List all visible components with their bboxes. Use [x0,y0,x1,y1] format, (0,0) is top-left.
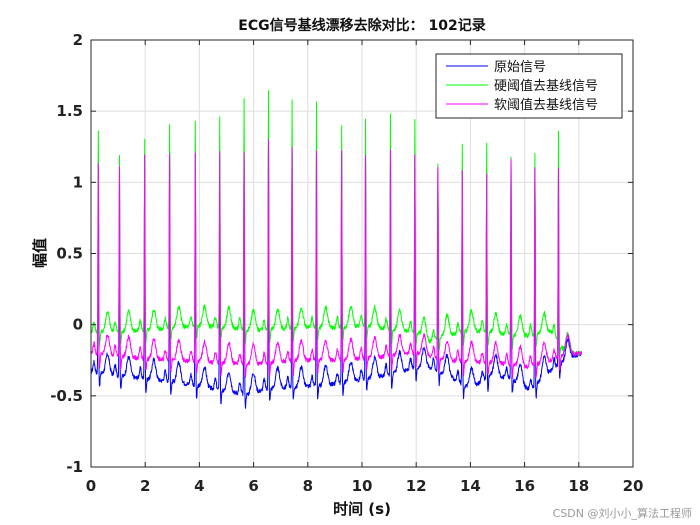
x-tick-label: 16 [514,477,535,495]
x-tick-label: 18 [568,477,589,495]
axis-ticks [90,39,634,468]
x-tick-label: 12 [406,477,427,495]
legend-label-soft: 软阈值去基线信号 [494,97,598,113]
y-tick-label: 1 [73,173,83,191]
chart-title: ECG信号基线漂移去除对比： 102记录 [238,17,485,34]
x-axis-label: 时间 (s) [333,500,391,518]
x-tick-label: 10 [352,477,373,495]
watermark-text: CSDN @刘小小_算法工程师 [552,507,692,520]
legend-label-hard: 硬阈值去基线信号 [494,78,598,94]
y-tick-label: 1.5 [56,102,83,120]
x-tick-label: 8 [303,477,313,495]
tick-labels: 0 2 4 6 8 10 12 14 16 18 20 -1 -0.5 0 0.5 1 1.5 2 [50,31,643,495]
x-tick-label: 20 [623,477,644,495]
x-tick-label: 6 [248,477,258,495]
x-tick-label: 4 [194,477,204,495]
series-line-original [90,142,582,409]
y-tick-label: 0 [73,316,83,334]
legend-label-original: 原始信号 [494,60,546,75]
x-tick-label: 2 [140,477,150,495]
y-tick-label: -1 [66,458,83,476]
legend-box [435,53,623,119]
y-tick-label: 0.5 [56,245,83,263]
y-axis-label: 幅值 [31,238,49,268]
x-tick-label: 14 [460,477,481,495]
series-line-soft-threshold [90,138,582,380]
y-tick-label: -0.5 [50,387,83,405]
series-line-hard-threshold [90,90,582,357]
legend: 原始信号 硬阈值去基线信号 软阈值去基线信号 [435,53,623,119]
x-tick-label: 0 [86,477,96,495]
y-tick-label: 2 [73,31,83,49]
series-layer [90,90,582,409]
